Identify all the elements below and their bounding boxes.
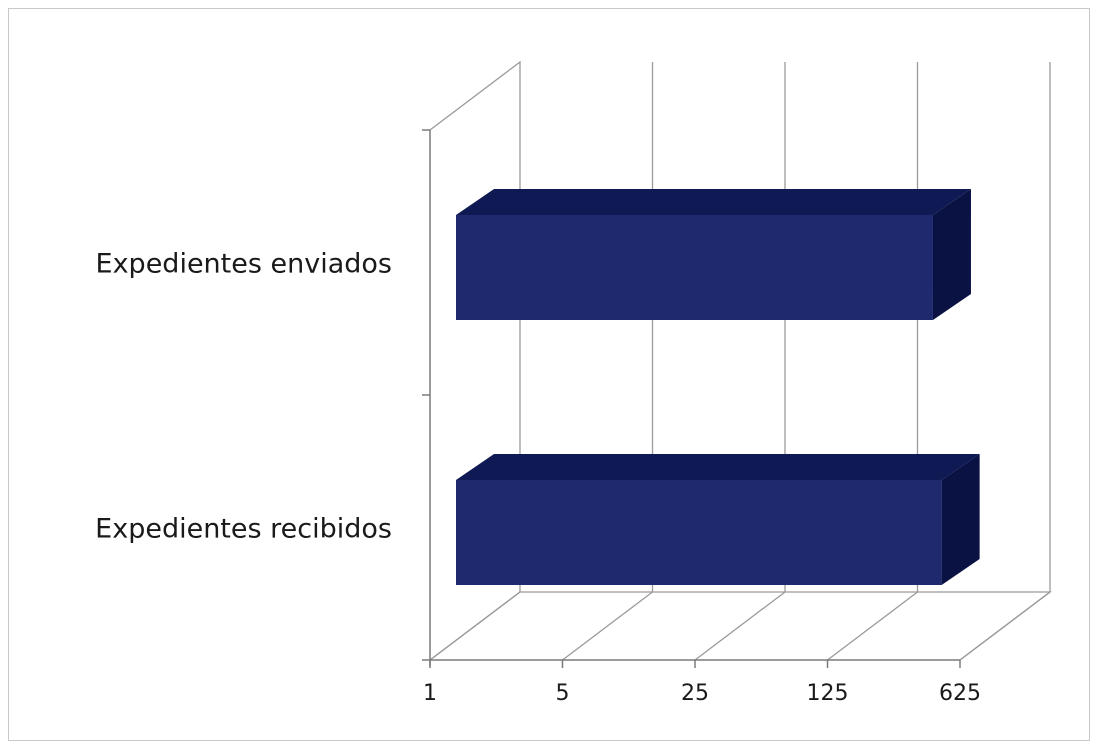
labels: 1 5 25 125 625 Expedientes enviados Expediente… <box>95 249 981 707</box>
axes <box>422 129 961 668</box>
value-axis-tick-label: 25 <box>681 681 709 706</box>
value-axis-tick-label: 625 <box>939 681 981 706</box>
gridline-floor <box>694 591 786 661</box>
value-axis-tick-label: 5 <box>556 681 570 706</box>
category-label: Expedientes recibidos <box>95 514 392 545</box>
chart-walls <box>429 60 521 592</box>
value-axis-tick-label: 125 <box>807 681 849 706</box>
gridline-floor <box>429 591 521 661</box>
bar-side <box>932 189 971 320</box>
bar-front <box>456 480 942 585</box>
bar-top <box>456 189 971 215</box>
gridline-floor <box>562 591 653 661</box>
value-axis-tick-label: 1 <box>423 681 437 706</box>
bar-top <box>456 454 980 480</box>
bar-side <box>941 454 980 585</box>
bars <box>456 189 980 585</box>
left-wall-outline <box>429 60 521 592</box>
category-label: Expedientes enviados <box>96 249 392 280</box>
gridline-floor <box>827 591 918 661</box>
gridline-floor <box>959 591 1051 661</box>
chart-frame <box>8 8 1090 741</box>
bar-front <box>456 215 933 320</box>
